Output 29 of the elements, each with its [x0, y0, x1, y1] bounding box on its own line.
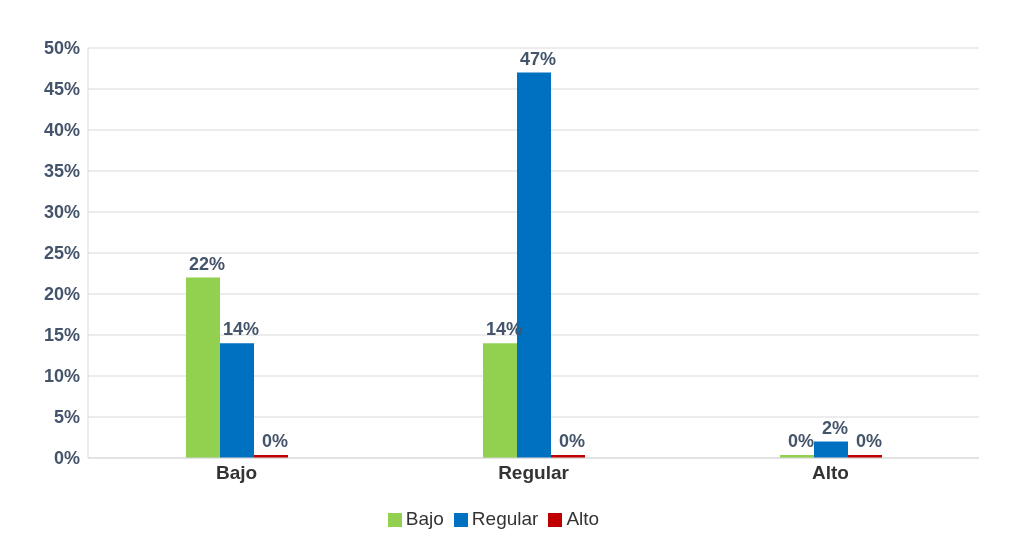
- y-tick-label: 50%: [43, 38, 80, 59]
- data-label: 0%: [261, 431, 289, 451]
- y-tick-label: 45%: [43, 79, 80, 100]
- bar: [483, 343, 517, 458]
- data-label: 22%: [188, 253, 226, 274]
- bar: [814, 441, 848, 458]
- y-tick-label: 5%: [53, 407, 80, 428]
- y-tick-label: 25%: [43, 243, 80, 264]
- x-tick-label: Regular: [498, 462, 570, 484]
- bar: [186, 277, 220, 458]
- data-label: 47%: [519, 48, 557, 69]
- x-tick-label: Bajo: [215, 462, 258, 484]
- y-tick-label: 30%: [43, 202, 80, 223]
- y-tick-label: 40%: [43, 120, 80, 141]
- legend-label: Bajo: [405, 508, 444, 529]
- data-label: 14%: [222, 319, 260, 340]
- legend-label: Regular: [471, 508, 539, 529]
- legend-label: Alto: [566, 508, 600, 529]
- data-label: 2%: [821, 417, 849, 438]
- data-label: 0%: [855, 431, 883, 451]
- y-tick-label: 0%: [53, 448, 80, 469]
- y-tick-label: 20%: [43, 284, 80, 305]
- data-label: 0%: [787, 431, 815, 451]
- bar: [220, 343, 254, 458]
- x-tick-label: Alto: [812, 462, 849, 484]
- data-label: 0%: [558, 431, 586, 451]
- y-tick-label: 10%: [43, 366, 80, 387]
- y-tick-label: 35%: [43, 161, 80, 182]
- y-tick-label: 15%: [43, 325, 80, 346]
